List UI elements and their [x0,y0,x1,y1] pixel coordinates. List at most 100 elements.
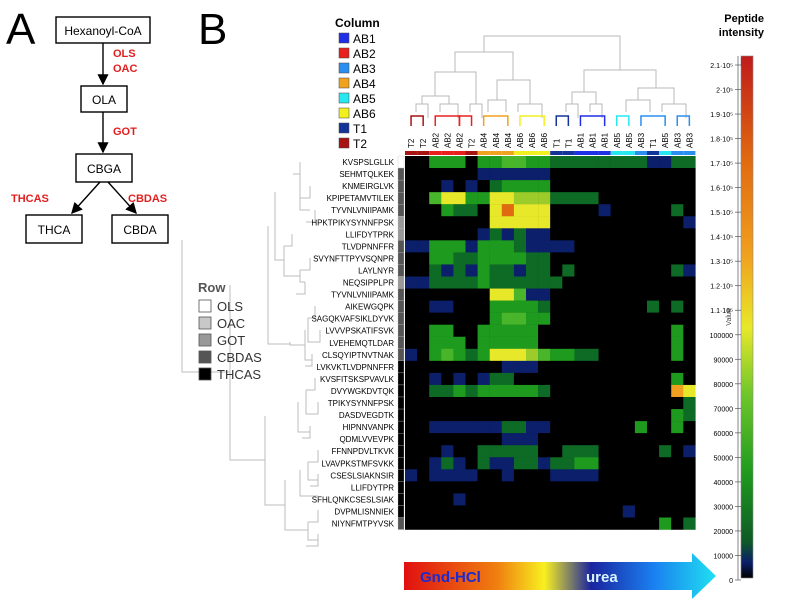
heatmap-cell [550,156,563,169]
colorbar-tick-label: 1.2·10⁵ [710,284,733,291]
heatmap-cell [647,384,660,398]
row-group-cell [397,481,405,494]
heatmap-cell [586,372,599,386]
colorbar-title: Peptide intensity [719,13,765,39]
row-group-cell [397,445,405,458]
heatmap-cell [429,360,442,374]
heatmap-cell [526,421,539,434]
heatmap-cell [465,276,478,289]
row-group-cell [397,288,405,301]
row-group-cell [397,276,405,289]
heatmap-cell [671,192,684,205]
heatmap-cell [489,348,502,362]
heatmap-cell [501,300,515,313]
heatmap-cell [671,517,684,530]
column-label: AB4 [480,132,489,148]
heatmap-cell [562,300,575,313]
heatmap-cell [501,336,515,349]
row-dendrogram [181,162,321,547]
heatmap-cell [659,445,672,458]
heatmap-cell [465,336,478,349]
heatmap-cell [441,445,454,458]
column-dendrogram-leaf [555,115,570,126]
heatmap-cell [622,240,636,253]
heatmap-cell [659,288,672,301]
heatmap-cell [453,228,466,241]
heatmap-cell [477,180,490,193]
heatmap-cell [465,324,478,337]
heatmap-cell [634,240,648,253]
heatmap-cell [562,384,575,398]
heatmap-cell [489,372,502,386]
heatmap-cell [671,264,684,277]
column-dendrogram-leaf [458,115,473,126]
heatmap-cell [634,276,648,289]
column-color-cell [526,151,539,155]
heatmap-cell [465,192,478,205]
colorbar-tick-label: 40000 [714,480,734,487]
heatmap-cell [586,312,599,325]
heatmap-cell [429,228,442,241]
colorbar-ticks: 2.1·10⁵ 2·10⁵ 1.9·10⁵ 1.8·10⁵ 1.7·10⁵ 1.6·10⁵… [710,63,741,585]
heatmap-cell [417,216,430,229]
column-dendrogram [415,35,687,118]
heatmap-cell [453,276,466,289]
heatmap-cell [429,264,442,277]
heatmap-cell [538,457,551,470]
heatmap-cell [501,156,515,169]
colorbar-tick-label: 20000 [714,529,734,536]
heatmap-cell [622,481,636,494]
heatmap-cell [574,240,587,253]
heatmap-cell [441,384,454,398]
heatmap-cell [441,276,454,289]
column-color-cell [598,151,611,155]
heatmap-cell [526,312,539,325]
heatmap-cell [610,192,623,205]
heatmap-cell [405,469,418,482]
heatmap-cell [574,469,587,482]
heatmap-cell [441,228,454,241]
heatmap-cell [683,481,696,494]
row-group-cell [397,228,405,241]
heatmap-cell [489,409,502,422]
heatmap-cell [489,457,502,470]
row-group-bar [397,155,405,530]
heatmap-cell [671,336,684,349]
heatmap-cell [610,517,623,530]
column-color-cell [634,151,647,155]
column-color-bar [405,151,696,155]
colorbar-tick-label: 30000 [714,504,734,511]
heatmap-cell [405,204,418,217]
row-legend-label: GOT [217,333,245,348]
row-group-cell [397,457,405,470]
heatmap-cell [501,481,515,494]
heatmap-cell [417,384,430,398]
heatmap-cell [647,252,660,265]
heatmap-cell [610,288,623,301]
heatmap-cell [683,264,696,277]
column-color-cell [683,151,696,155]
heatmap-cell [538,156,551,169]
heatmap-cell [659,216,672,229]
heatmap-cell [429,180,442,193]
heatmap-cell [610,421,623,434]
heatmap-cell [465,384,478,398]
heatmap-cell [598,276,611,289]
heatmap-cell [671,348,684,362]
heatmap-cell [441,421,454,434]
heatmap-cell [526,360,539,374]
heatmap-cell [622,505,636,518]
heatmap-cell [429,192,442,205]
row-label: FFNNPDVLTKVK [331,447,394,456]
heatmap-cell [586,517,599,530]
heatmap-cell [489,276,502,289]
column-label: AB5 [613,132,622,148]
heatmap-cell [441,192,454,205]
heatmap-cell [659,180,672,193]
heatmap-cell [610,156,623,169]
heatmap-cell [429,240,442,253]
heatmap-cell [489,397,502,410]
heatmap-cell [683,288,696,301]
heatmap-cell [550,252,563,265]
column-label: T1 [564,138,573,148]
